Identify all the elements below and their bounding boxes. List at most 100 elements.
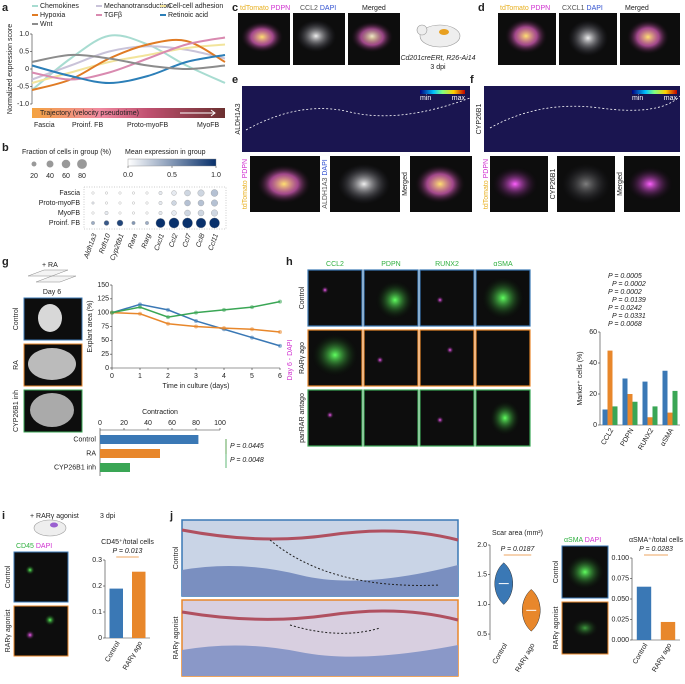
x-tick-label: 5 xyxy=(250,373,254,380)
dot xyxy=(197,199,205,207)
dot xyxy=(182,217,193,229)
colorbar-label: max xyxy=(452,95,466,102)
signal xyxy=(296,20,336,52)
dot xyxy=(118,201,122,205)
stain: tdTomato xyxy=(242,180,249,209)
legend-title: Fraction of cells in group (%) xyxy=(22,149,111,156)
chart-title: αSMA⁺/total cells xyxy=(629,537,684,544)
y-tick-label: 1.0 xyxy=(477,601,487,608)
y-tick-label: 0 xyxy=(105,365,109,372)
stain-label: tdTomato PDPN xyxy=(483,159,490,209)
treatment: + RARγ agonist xyxy=(30,513,79,520)
dot xyxy=(155,218,166,228)
panel-letter: b xyxy=(2,142,9,154)
x-tick-label: 40 xyxy=(144,420,152,427)
y-axis-label: Normalized expression score xyxy=(7,24,14,114)
stain: αSMA xyxy=(564,537,584,544)
dot xyxy=(105,201,108,205)
cell xyxy=(25,565,35,575)
trajectory-label: Trajectory (velocity pseudotime) xyxy=(40,110,139,117)
point xyxy=(250,335,254,340)
y-tick-label: 0.050 xyxy=(611,596,629,603)
category-label: Control xyxy=(104,640,122,663)
line xyxy=(111,300,281,318)
x-tick-label: 60 xyxy=(168,420,176,427)
stain: DAPI xyxy=(320,5,336,12)
gene-label: Ccl7 xyxy=(182,232,194,249)
mouse-body xyxy=(33,519,67,537)
signal xyxy=(481,276,525,320)
nucleus xyxy=(436,416,444,424)
bar xyxy=(100,449,160,458)
row-label: RARγ agonist xyxy=(5,610,12,653)
bar xyxy=(647,417,653,425)
bar xyxy=(109,588,123,638)
nucleus xyxy=(326,411,334,419)
dot xyxy=(132,191,135,195)
bar xyxy=(660,621,676,640)
point xyxy=(110,310,114,315)
stain-label: Merged xyxy=(402,172,409,196)
chart-title: Scar area (mm²) xyxy=(492,530,543,537)
x-tick-label: 0 xyxy=(98,420,102,427)
chart-title: CD45⁺/total cells xyxy=(101,539,154,546)
point xyxy=(194,324,198,329)
y-tick-label: 0.2 xyxy=(92,583,102,590)
trajectory-bar xyxy=(32,108,225,118)
dot xyxy=(211,209,218,217)
micrograph xyxy=(13,605,69,657)
dot xyxy=(116,219,124,227)
dot xyxy=(209,217,220,229)
y-tick-label: 1.0 xyxy=(19,31,29,38)
colorbar-label: max xyxy=(664,95,678,102)
dot xyxy=(210,189,219,197)
p-value: P = 0.0445 xyxy=(230,443,264,450)
legend-label: Retinoic acid xyxy=(168,12,208,19)
size-key xyxy=(46,160,54,168)
y-tick-label: 100 xyxy=(97,310,109,317)
stain: DAPI xyxy=(36,543,52,550)
dot xyxy=(184,189,191,197)
stain-label: CXCL1 DAPI xyxy=(562,5,603,12)
category-label: RARγ ago xyxy=(515,642,537,673)
y-tick-label: 40 xyxy=(589,360,597,367)
signal xyxy=(414,164,466,204)
stain: CD45 xyxy=(16,543,34,550)
line xyxy=(31,45,226,81)
micrograph xyxy=(363,329,419,387)
y-tick-label: 0.100 xyxy=(611,555,629,562)
dot xyxy=(118,191,122,195)
dot xyxy=(158,201,163,205)
wound xyxy=(50,522,58,528)
p-value: P = 0.0187 xyxy=(501,546,536,553)
line xyxy=(31,53,226,71)
row-label: Proto-myoFB xyxy=(39,200,81,207)
x-tick-label: 20 xyxy=(120,420,128,427)
stain: PDPN xyxy=(531,5,550,12)
dot xyxy=(197,189,205,197)
scar-outline xyxy=(269,539,441,586)
row-label: RARγ ago xyxy=(299,342,306,374)
colorbar xyxy=(420,90,465,94)
signal xyxy=(568,20,608,56)
signal xyxy=(504,18,548,54)
line xyxy=(31,38,226,91)
cell xyxy=(25,630,35,640)
p-value: P = 0.0005 xyxy=(608,273,642,280)
y-tick-label: 75 xyxy=(101,323,109,330)
row-label: Fascia xyxy=(59,190,80,197)
bar xyxy=(100,463,130,472)
y-tick-label: 0.075 xyxy=(611,575,629,582)
p-value: P = 0.013 xyxy=(113,548,143,555)
dot xyxy=(158,191,163,195)
y-tick-label: 0.1 xyxy=(92,609,102,616)
dish-icon xyxy=(27,269,77,283)
y-tick-label: 0 xyxy=(98,635,102,642)
arrow xyxy=(180,109,216,117)
p-value: P = 0.0283 xyxy=(639,546,673,553)
panel-letter: a xyxy=(2,2,9,14)
size-key-label: 60 xyxy=(62,173,70,180)
bar xyxy=(667,412,673,425)
col-label: αSMA xyxy=(493,261,513,268)
dot xyxy=(132,211,135,215)
